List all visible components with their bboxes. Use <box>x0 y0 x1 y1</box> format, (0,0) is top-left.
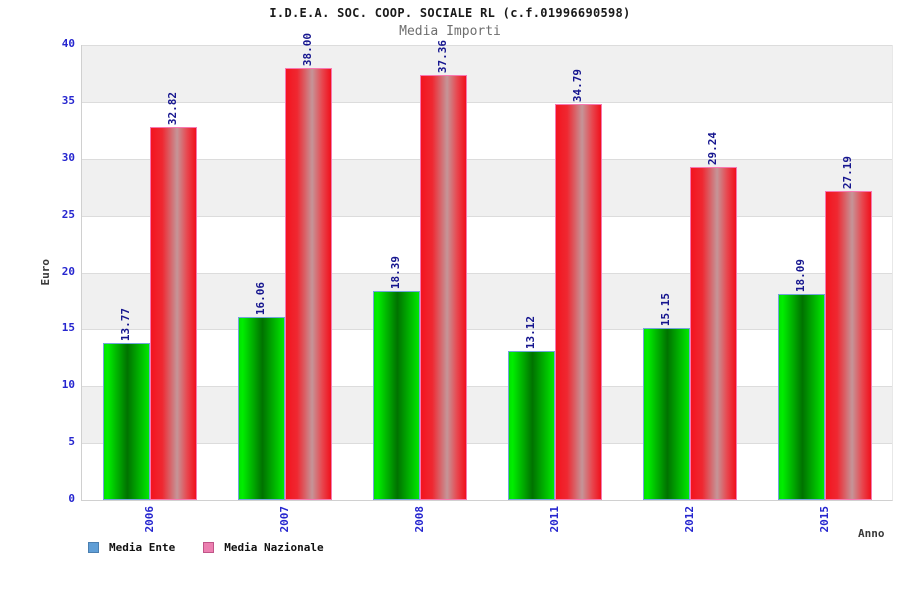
y-axis-tick-label: 40 <box>61 37 75 50</box>
bar-value-label: 16.06 <box>254 282 267 316</box>
bar-media-nazionale-2006 <box>149 126 197 500</box>
x-axis-tick-label: 2006 <box>142 506 156 533</box>
bar-value-label: 27.19 <box>841 155 854 189</box>
x-axis-tick-label: 2011 <box>547 506 561 533</box>
bar-value-label: 18.39 <box>389 255 402 289</box>
y-axis-tick-label: 10 <box>61 378 75 392</box>
legend-item-media-nazionale: Media Nazionale <box>203 541 324 554</box>
grid-band <box>82 101 892 159</box>
bar-media-nazionale-2007 <box>284 67 332 500</box>
grid-band <box>82 272 892 330</box>
grid-band <box>82 158 892 216</box>
y-axis-tick-label: 25 <box>61 207 75 221</box>
bar-media-ente-2006 <box>102 343 150 500</box>
bar-media-nazionale-2012 <box>689 167 737 500</box>
bar-media-nazionale-2015 <box>824 190 872 500</box>
bar-value-label: 15.15 <box>659 292 672 326</box>
x-axis-tick-label: 2007 <box>277 506 291 533</box>
bar-value-label: 32.82 <box>166 91 179 125</box>
legend-label: Media Nazionale <box>224 541 324 554</box>
legend-label: Media Ente <box>109 541 176 554</box>
grid-band <box>82 45 892 102</box>
legend-item-media-ente: Media Ente <box>88 541 175 554</box>
legend-swatch-icon <box>203 542 215 553</box>
chart-title: I.D.E.A. SOC. COOP. SOCIALE RL (c.f.0199… <box>269 6 631 20</box>
plot-area: 0 5 10 15 20 25 30 35 40 13.77 32.82 2006 16.06 38.00… <box>62 33 893 533</box>
bar-media-ente-2015 <box>777 294 825 500</box>
bar-value-label: 38.00 <box>301 32 314 66</box>
y-axis-tick-label: 30 <box>61 150 75 164</box>
bar-media-nazionale-2008 <box>419 75 467 500</box>
bar-value-label: 13.12 <box>524 315 537 349</box>
bar-media-ente-2012 <box>642 327 690 500</box>
bar-media-ente-2007 <box>237 317 285 500</box>
y-axis-tick-label: 5 <box>68 435 75 449</box>
grid-band <box>82 386 892 444</box>
y-axis-tick-label: 15 <box>61 321 75 335</box>
bar-value-label: 29.24 <box>706 132 719 166</box>
y-axis-tick-label: 0 <box>68 492 75 505</box>
x-axis-tick-label: 2008 <box>412 506 426 533</box>
x-axis-title: Anno <box>858 527 885 540</box>
bar-value-label: 37.36 <box>436 39 449 73</box>
grid-band <box>82 215 892 273</box>
bar-media-ente-2008 <box>372 290 420 500</box>
x-axis-tick-label: 2012 <box>682 506 696 533</box>
bar-value-label: 13.77 <box>119 308 132 342</box>
x-axis-tick-label: 2015 <box>817 506 831 533</box>
grid-band <box>82 443 892 500</box>
bar-media-nazionale-2011 <box>554 104 602 500</box>
y-axis-tick-label: 35 <box>61 93 75 107</box>
bar-media-ente-2011 <box>507 350 555 500</box>
chart-subtitle: Media Importi <box>399 24 501 39</box>
legend: Media Ente Media Nazionale <box>88 541 324 554</box>
bar-value-label: 34.79 <box>571 69 584 103</box>
legend-swatch-icon <box>88 542 99 553</box>
bar-value-label: 18.09 <box>794 259 807 293</box>
y-axis-tick-label: 20 <box>61 264 75 278</box>
grid-band <box>82 329 892 387</box>
